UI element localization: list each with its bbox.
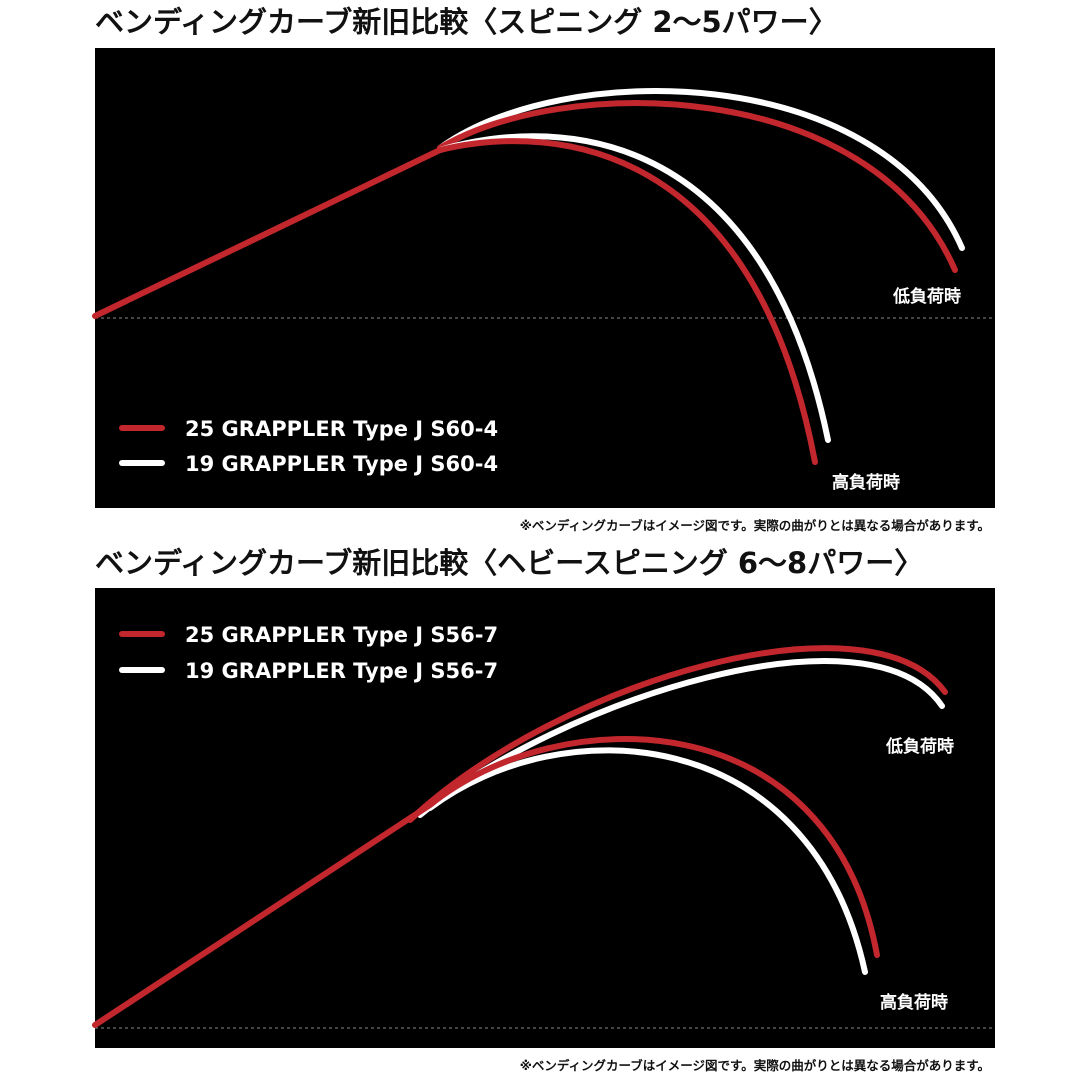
- curve-new-low: [407, 645, 948, 823]
- high-load-label: 高負荷時: [880, 992, 948, 1013]
- curve-old-low: [437, 88, 965, 251]
- legend-label: 19 GRAPPLER Type J S60-4: [185, 452, 498, 476]
- curve-old-high: [427, 747, 868, 975]
- panel-bg: [95, 48, 995, 508]
- curve-new-high: [92, 138, 818, 465]
- high-load-label: 高負荷時: [832, 472, 900, 493]
- legend-label: 25 GRAPPLER Type J S60-4: [185, 417, 498, 441]
- low-load-label: 低負荷時: [892, 286, 961, 307]
- panel-title: ベンディングカーブ新旧比較〈ヘビースピニング 6〜8パワー〉: [95, 546, 923, 580]
- panel-bg: [95, 588, 995, 1048]
- legend-label: 19 GRAPPLER Type J S56-7: [185, 659, 498, 683]
- note: ※ベンディングカーブはイメージ図です。実際の曲がりとは異なる場合があります。: [520, 1058, 990, 1073]
- legend-label: 25 GRAPPLER Type J S56-7: [185, 623, 498, 647]
- panel-title: ベンディングカーブ新旧比較〈スピニング 2〜5パワー〉: [95, 5, 838, 39]
- curve-new-low: [437, 100, 958, 273]
- curve-new-high: [92, 736, 880, 1028]
- note: ※ベンディングカーブはイメージ図です。実際の曲がりとは異なる場合があります。: [520, 518, 990, 533]
- low-load-label: 低負荷時: [885, 736, 954, 757]
